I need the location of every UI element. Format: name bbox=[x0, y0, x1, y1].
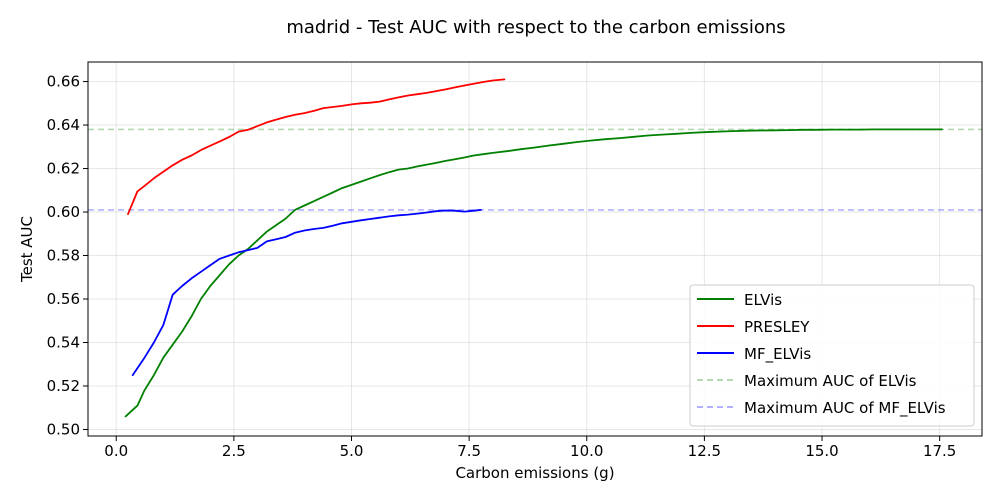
x-tick-label: 5.0 bbox=[340, 442, 364, 460]
y-axis-label: Test AUC bbox=[18, 216, 36, 283]
y-tick-label: 0.58 bbox=[47, 247, 80, 265]
y-tick-label: 0.60 bbox=[47, 203, 80, 221]
y-tick-label: 0.66 bbox=[47, 73, 80, 91]
x-tick-label: 17.5 bbox=[923, 442, 956, 460]
x-axis-ticks: 0.0 2.5 5.0 7.5 10.0 12.5 15.0 17.5 bbox=[104, 436, 956, 460]
x-tick-label: 10.0 bbox=[570, 442, 603, 460]
series-line-presley bbox=[127, 78, 506, 216]
legend-label-max-elvis: Maximum AUC of ELVis bbox=[744, 372, 917, 390]
legend-frame bbox=[689, 284, 975, 427]
legend-label-mf-elvis: MF_ELVis bbox=[744, 345, 811, 364]
x-tick-label: 7.5 bbox=[457, 442, 481, 460]
x-tick-label: 12.5 bbox=[688, 442, 721, 460]
series-line-mf-elvis bbox=[131, 208, 482, 377]
y-tick-label: 0.64 bbox=[47, 116, 80, 134]
x-tick-label: 2.5 bbox=[222, 442, 246, 460]
y-tick-label: 0.54 bbox=[47, 334, 80, 352]
x-axis-label: Carbon emissions (g) bbox=[455, 464, 614, 482]
legend-label-presley: PRESLEY bbox=[744, 318, 810, 336]
y-tick-label: 0.62 bbox=[47, 160, 80, 178]
series-line-elvis bbox=[124, 128, 943, 418]
x-tick-label: 15.0 bbox=[805, 442, 838, 460]
y-tick-label: 0.52 bbox=[47, 377, 80, 395]
legend: ELVis PRESLEY MF_ELVis Maximum AUC of EL… bbox=[689, 284, 975, 427]
x-tick-label: 0.0 bbox=[104, 442, 128, 460]
plot-area-frame bbox=[87, 61, 983, 437]
legend-label-elvis: ELVis bbox=[744, 291, 782, 309]
chart-title: madrid - Test AUC with respect to the ca… bbox=[286, 17, 785, 38]
legend-label-max-mf-elvis: Maximum AUC of MF_ELVis bbox=[744, 399, 946, 418]
y-axis-ticks: 0.50 0.52 0.54 0.56 0.58 0.60 0.62 0.64 0.66 bbox=[47, 73, 88, 438]
y-tick-label: 0.56 bbox=[47, 290, 80, 308]
y-tick-label: 0.50 bbox=[47, 420, 80, 438]
series-lines bbox=[124, 78, 943, 418]
